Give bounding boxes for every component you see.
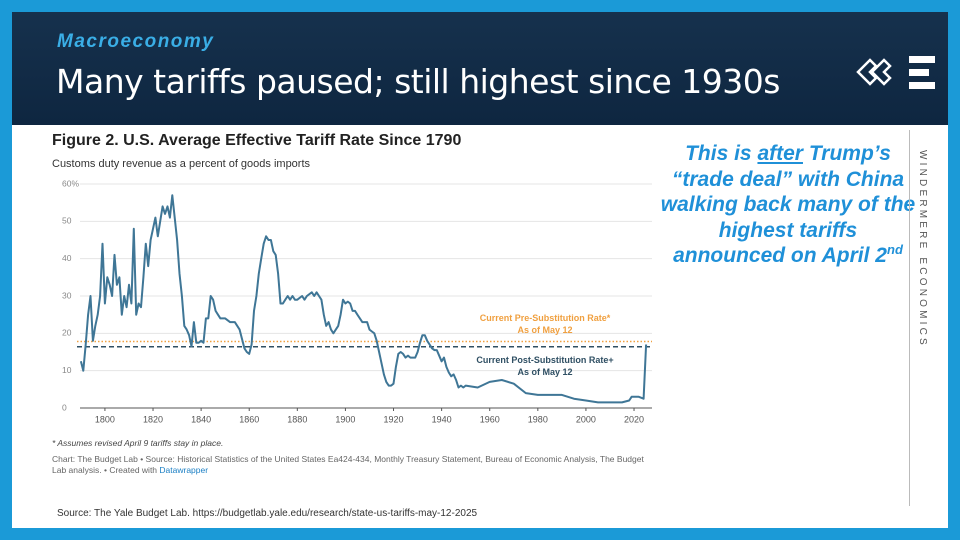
x-tick-label: 1800	[95, 414, 115, 424]
divider	[909, 130, 910, 506]
footnote: * Assumes revised April 9 tariffs stay i…	[52, 438, 224, 448]
slide-title: Many tariffs paused; still highest since…	[56, 62, 780, 101]
x-tick-label: 1880	[287, 414, 307, 424]
reference-label: Current Post-Substitution Rate+	[476, 355, 613, 365]
x-tick-label: 1960	[480, 414, 500, 424]
y-tick-label: 0	[62, 402, 67, 412]
callout-emphasis: after	[757, 142, 803, 165]
data-line	[79, 194, 648, 404]
x-tick-label: 2000	[576, 414, 596, 424]
section-label: Macroeconomy	[57, 31, 215, 52]
credit-text: Chart: The Budget Lab • Source: Historic…	[52, 454, 644, 475]
y-tick-label: 50	[62, 216, 72, 226]
logo	[856, 56, 935, 89]
y-tick-label: 60%	[62, 178, 79, 188]
source-note: Source: The Yale Budget Lab. https://bud…	[57, 508, 478, 519]
x-tick-label: 1840	[191, 414, 211, 424]
x-tick-label: 1920	[384, 414, 404, 424]
callout-superscript: nd	[887, 242, 903, 257]
x-tick-label: 2020	[624, 414, 644, 424]
credit-link[interactable]: Datawrapper	[159, 464, 209, 475]
x-tick-label: 1860	[239, 414, 259, 424]
chart-title: Figure 2. U.S. Average Effective Tariff …	[52, 132, 462, 149]
brand-label: WINDERMERE ECONOMICS	[917, 150, 928, 348]
chart-subtitle: Customs duty revenue as a percent of goo…	[52, 158, 311, 170]
callout-text: This is	[685, 142, 758, 165]
x-tick-label: 1820	[143, 414, 163, 424]
callout: This is after Trump’s “trade deal” with …	[660, 141, 916, 269]
chart-credit: Chart: The Budget Lab • Source: Historic…	[52, 454, 652, 475]
x-tick-label: 1980	[528, 414, 548, 424]
x-tick-label: 1940	[432, 414, 452, 424]
x-tick-label: 1900	[335, 414, 355, 424]
y-tick-label: 30	[62, 290, 72, 300]
y-tick-label: 40	[62, 253, 72, 263]
y-tick-label: 20	[62, 328, 72, 338]
y-tick-label: 10	[62, 365, 72, 375]
header-band	[12, 12, 948, 125]
reference-label: As of May 12	[517, 325, 572, 335]
callout-text: Trump’s “trade deal” with China walking …	[660, 142, 916, 267]
reference-label: As of May 12	[517, 367, 572, 377]
reference-label: Current Pre-Substitution Rate*	[480, 313, 611, 323]
